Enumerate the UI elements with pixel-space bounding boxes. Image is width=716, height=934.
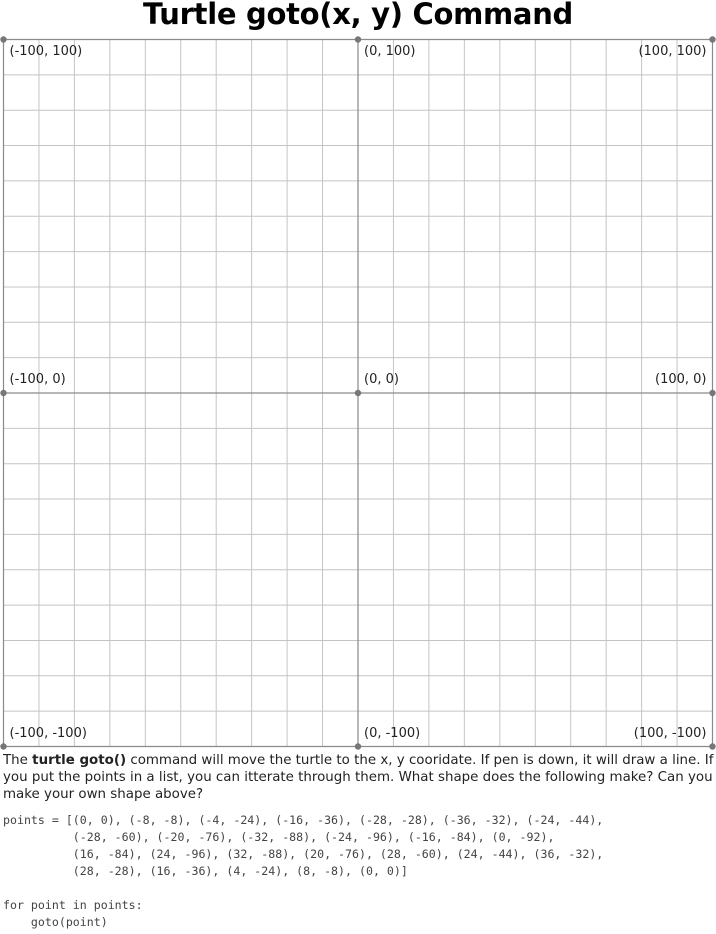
grid-point-dot (0, 36, 7, 43)
label-top-right: (100, 100) (638, 43, 707, 59)
description-intro: The (3, 753, 33, 768)
grid-point-dot (354, 36, 362, 43)
grid-point-dot (709, 36, 716, 43)
page-title: Turtle goto(x, y) Command (142, 0, 574, 31)
description-command: turtle goto() (32, 753, 127, 768)
description: The turtle goto() command will move the … (3, 752, 715, 803)
label-top-center: (0, 100) (364, 43, 416, 59)
grid-point-dot (0, 389, 7, 397)
grid-corner-dots (0, 36, 716, 750)
grid-point-dot (0, 743, 7, 750)
label-bottom-right: (100, -100) (633, 725, 707, 741)
grid-point-dot (709, 743, 716, 750)
label-origin: (0, 0) (364, 372, 399, 387)
label-bottom-center: (0, -100) (364, 725, 421, 741)
grid-point-dot (709, 389, 716, 397)
description-body: command will move the turtle to the x, y… (3, 753, 714, 802)
grid-point-dot (354, 743, 362, 750)
label-middle-right: (100, 0) (655, 372, 707, 387)
label-bottom-left: (-100, -100) (9, 725, 87, 741)
coordinate-grid (0, 36, 716, 750)
label-top-left: (-100, 100) (9, 43, 83, 59)
code-block: points = [(0, 0), (-8, -8), (-4, -24), (… (3, 813, 604, 929)
grid-point-dot (354, 389, 362, 397)
label-middle-left: (-100, 0) (9, 372, 66, 387)
